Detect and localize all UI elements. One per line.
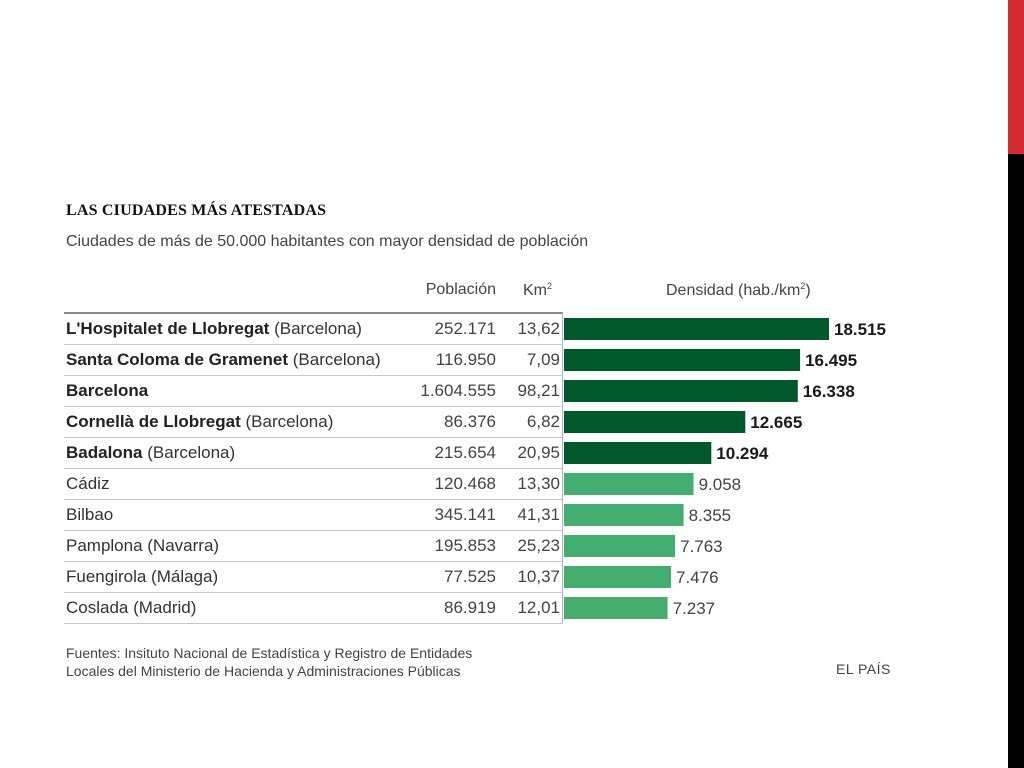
population-value: 86.376: [444, 412, 496, 431]
chart-subtitle: Ciudades de más de 50.000 habitantes con…: [66, 233, 589, 250]
header-area-sup: 2: [547, 281, 553, 291]
city-name: Santa Coloma de Gramenet (Barcelona): [66, 350, 381, 370]
city-name-bold: Santa Coloma de Gramenet: [66, 350, 289, 369]
table-row: Cádiz 120.468 13,30: [64, 468, 563, 500]
city-name: Fuengirola (Málaga): [66, 567, 218, 587]
table-row: Santa Coloma de Gramenet (Barcelona) 116.…: [64, 344, 563, 376]
area-value: 98,21: [517, 381, 560, 400]
density-bar: [564, 318, 829, 340]
city-name-bold: L'Hospitalet de Llobregat: [66, 319, 270, 338]
area-value: 13,30: [517, 474, 560, 493]
area-value: 6,82: [526, 412, 560, 431]
city-name: Cádiz: [66, 474, 109, 494]
source-line-1: Fuentes: Insituto Nacional de Estadístic…: [66, 645, 473, 661]
population-value: 215.654: [434, 443, 496, 462]
city-province: (Barcelona): [147, 443, 236, 462]
city-name-bold: Barcelona: [66, 381, 149, 400]
city-name-text: Bilbao: [66, 505, 114, 524]
table-divider: [562, 313, 563, 623]
density-bar: [564, 473, 694, 495]
city-name: Barcelona: [66, 381, 148, 401]
city-name: L'Hospitalet de Llobregat (Barcelona): [66, 319, 362, 339]
density-bar: [564, 380, 798, 402]
area-value: 25,23: [517, 536, 560, 555]
density-label: 7.763: [680, 537, 723, 556]
header-population: Población: [425, 281, 496, 298]
population-value: 120.468: [434, 474, 496, 493]
table-row: Badalona (Barcelona) 215.654 20,95: [64, 437, 563, 469]
density-label: 7.237: [673, 599, 716, 618]
table-row: Coslada (Madrid) 86.919 12,01: [64, 592, 563, 624]
density-bar: [564, 535, 676, 557]
density-label: 9.058: [699, 475, 742, 494]
area-value: 41,31: [517, 505, 560, 524]
city-name: Bilbao: [66, 505, 113, 525]
density-label: 8.355: [689, 506, 732, 525]
population-value: 77.525: [444, 567, 496, 586]
city-province: (Barcelona): [292, 350, 381, 369]
header-density-close: ): [805, 282, 811, 299]
density-bar: [564, 411, 746, 433]
population-value: 86.919: [444, 598, 496, 617]
city-name-text: Cádiz: [66, 474, 110, 493]
header-area: Km2: [523, 281, 552, 300]
city-name-text: Coslada (Madrid): [66, 598, 197, 617]
density-label: 16.338: [803, 382, 855, 401]
source-note: Fuentes: Insituto Nacional de Estadístic…: [66, 644, 586, 680]
city-name: Cornellà de Llobregat (Barcelona): [66, 412, 333, 432]
density-label: 7.476: [676, 568, 719, 587]
population-value: 345.141: [434, 505, 496, 524]
city-name: Badalona (Barcelona): [66, 443, 235, 463]
density-bar: [564, 504, 684, 526]
city-name: Coslada (Madrid): [66, 598, 196, 618]
table-top-rule: [64, 312, 563, 314]
population-value: 195.853: [434, 536, 496, 555]
side-bar-red: [1008, 0, 1024, 154]
table-row: Cornellà de Llobregat (Barcelona) 86.376 6…: [64, 406, 563, 438]
density-bar: [564, 597, 668, 619]
header-area-text: Km: [523, 282, 547, 299]
city-name-text: Fuengirola (Málaga): [66, 567, 219, 586]
table-row: Fuengirola (Málaga) 77.525 10,37: [64, 561, 563, 593]
table-row: L'Hospitalet de Llobregat (Barcelona) 252…: [64, 313, 563, 345]
city-name-text: Pamplona (Navarra): [66, 536, 220, 555]
density-bar: [564, 566, 671, 588]
density-bar: [564, 349, 801, 371]
city-name-bold: Badalona: [66, 443, 143, 462]
table-row: Barcelona 1.604.555 98,21: [64, 375, 563, 407]
header-density-sup: 2: [800, 281, 806, 291]
area-value: 20,95: [517, 443, 560, 462]
city-name-bold: Cornellà de Llobregat: [66, 412, 241, 431]
city-province: (Barcelona): [245, 412, 334, 431]
table-row: Bilbao 345.141 41,31: [64, 499, 563, 531]
population-value: 1.604.555: [420, 381, 496, 400]
city-province: (Barcelona): [274, 319, 362, 338]
city-name: Pamplona (Navarra): [66, 536, 219, 556]
density-label: 18.515: [834, 320, 886, 339]
density-label: 12.665: [750, 413, 802, 432]
source-line-2: Locales del Ministerio de Hacienda y Adm…: [66, 663, 461, 679]
header-density: Densidad (hab./km2): [666, 281, 811, 300]
table-row: Pamplona (Navarra) 195.853 25,23: [64, 530, 563, 562]
area-value: 10,37: [517, 567, 560, 586]
population-value: 252.171: [434, 319, 496, 338]
density-label: 16.495: [805, 351, 857, 370]
area-value: 12,01: [517, 598, 560, 617]
side-bar-black: [1008, 0, 1024, 768]
density-bar: [564, 442, 712, 464]
brand-credit: EL PAÍS: [836, 661, 891, 677]
density-label: 10.294: [716, 444, 769, 463]
population-value: 116.950: [435, 350, 496, 369]
area-value: 13,62: [517, 319, 560, 338]
chart-title: LAS CIUDADES MÁS ATESTADAS: [66, 202, 327, 219]
header-density-text: Densidad (hab./km: [666, 282, 801, 299]
area-value: 7,09: [526, 350, 560, 369]
